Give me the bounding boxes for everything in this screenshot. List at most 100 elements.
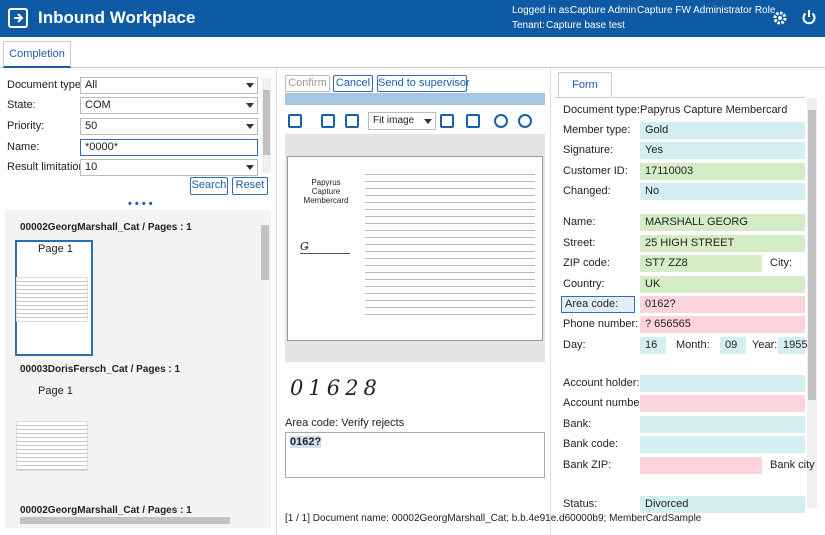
list-scroll-thumb: [261, 225, 269, 280]
form-label: Street:: [563, 237, 596, 249]
zoom-select[interactable]: Fit image: [368, 112, 436, 130]
form-field[interactable]: ST7 ZZ8: [640, 255, 762, 272]
filter-input[interactable]: 10: [80, 159, 258, 176]
verify-box: [285, 432, 545, 478]
form-label: Month:: [676, 339, 710, 351]
card-signature: Ǥ: [300, 240, 350, 254]
filter-input[interactable]: All: [80, 77, 258, 94]
viewer-button[interactable]: Confirm: [285, 75, 330, 92]
user-role: Capture FW Administrator Role: [637, 5, 776, 16]
form-field[interactable]: Gold: [640, 122, 805, 139]
toolbar-icon[interactable]: [321, 114, 335, 128]
toolbar-icon[interactable]: [494, 114, 508, 128]
form-field[interactable]: [640, 395, 805, 412]
filter-input[interactable]: 50: [80, 118, 258, 135]
tenant-label: Tenant:: [512, 20, 545, 31]
filter-input[interactable]: *0000*: [80, 139, 258, 156]
form-field[interactable]: UK: [640, 276, 805, 293]
app-icon: [8, 8, 28, 28]
form-label: City:: [770, 257, 792, 269]
form-field[interactable]: Divorced: [640, 496, 805, 513]
dropdown-arrow: [246, 165, 254, 170]
list-h-scroll-thumb: [20, 517, 230, 524]
form-label: Bank city: [770, 459, 815, 471]
user-name: Capture Admin: [570, 5, 637, 16]
left-divider: [276, 68, 277, 535]
form-label: Phone number:: [563, 318, 639, 330]
form-label: Day:: [563, 339, 586, 351]
form-label: Account number:: [563, 397, 647, 409]
form-field[interactable]: [640, 375, 805, 392]
toolbar-icon[interactable]: [518, 114, 532, 128]
form-field[interactable]: 17110003: [640, 163, 805, 180]
toolbar-icon[interactable]: [440, 114, 454, 128]
status-bar: [1 / 1] Document name: 00002GeorgMarshal…: [285, 513, 702, 524]
header-bar: [0, 0, 825, 37]
form-field[interactable]: 09: [720, 337, 746, 354]
form-field[interactable]: [640, 436, 805, 453]
logout-icon[interactable]: [801, 9, 817, 25]
form-label: Bank ZIP:: [563, 459, 612, 471]
form-label: Status:: [563, 498, 598, 510]
logged-in-label: Logged in as:: [512, 5, 573, 16]
dropdown-arrow: [246, 103, 254, 108]
toolbar-icon[interactable]: [288, 114, 302, 128]
form-label: Country:: [563, 278, 605, 290]
document-title[interactable]: 00003DorisFersch_Cat / Pages : 1: [20, 364, 181, 375]
toolbar-icon[interactable]: [466, 114, 480, 128]
page-thumbnail[interactable]: [16, 421, 88, 471]
verify-value[interactable]: 0162?: [290, 436, 322, 448]
form-field[interactable]: [640, 457, 762, 474]
form-field[interactable]: 1955: [778, 337, 807, 354]
preview-title: Papyrus Capture Membercard: [303, 178, 349, 205]
form-value: Papyrus Capture Membercard: [640, 104, 788, 116]
document-title[interactable]: 00002GeorgMarshall_Cat / Pages : 1: [20, 505, 192, 516]
form-label: Member type:: [563, 124, 631, 136]
form-field[interactable]: 25 HIGH STREET: [640, 235, 805, 252]
viewer-button[interactable]: Send to supervisor: [377, 75, 470, 92]
form-field[interactable]: [640, 416, 805, 433]
form-label: ZIP code:: [563, 257, 610, 269]
viewer-button[interactable]: Cancel: [333, 75, 373, 92]
dropdown-arrow: [246, 83, 254, 88]
toolbar-icon[interactable]: [345, 114, 359, 128]
filter-label: Name:: [7, 141, 40, 153]
viewer-strip: [285, 93, 545, 105]
filter-label: Priority:: [7, 120, 45, 132]
form-tab-line: [555, 97, 805, 98]
dropdown-arrow: [246, 124, 254, 129]
tab-bar: [0, 37, 825, 68]
page-label: Page 1: [38, 385, 73, 397]
form-label: Changed:: [563, 185, 611, 197]
filter-button[interactable]: Search: [190, 177, 228, 195]
filter-label: Document type:: [7, 79, 85, 91]
form-field[interactable]: MARSHALL GEORG: [640, 214, 805, 231]
form-label: Name:: [563, 216, 596, 228]
form-field[interactable]: 16: [640, 337, 666, 354]
form-field[interactable]: Yes: [640, 142, 805, 159]
form-label: Bank:: [563, 418, 592, 430]
form-label: Document type:: [563, 104, 641, 116]
filter-label: State:: [7, 99, 36, 111]
form-label: Signature:: [563, 144, 614, 156]
form-tab[interactable]: Form: [558, 72, 612, 98]
form-field[interactable]: ? 656565: [640, 316, 805, 333]
filter-scroll-thumb: [263, 90, 270, 155]
form-field[interactable]: 0162?: [640, 296, 805, 313]
right-divider: [550, 68, 551, 535]
form-label: Area code:: [561, 296, 635, 313]
page-label: Page 1: [38, 243, 73, 255]
dropdown-arrow: [424, 119, 432, 124]
filter-button[interactable]: Reset: [232, 177, 268, 195]
verify-label: Area code: Verify rejects: [285, 417, 405, 429]
tenant-name: Capture base test: [546, 20, 625, 31]
filter-input[interactable]: COM: [80, 97, 258, 114]
form-label: Bank code:: [563, 438, 619, 450]
page-thumbnail[interactable]: [16, 277, 88, 322]
settings-icon[interactable]: [772, 10, 788, 26]
app-title: Inbound Workplace: [38, 8, 196, 27]
form-field[interactable]: No: [640, 183, 805, 200]
completion-tab[interactable]: Completion: [3, 41, 71, 68]
document-title[interactable]: 00002GeorgMarshall_Cat / Pages : 1: [20, 222, 192, 233]
